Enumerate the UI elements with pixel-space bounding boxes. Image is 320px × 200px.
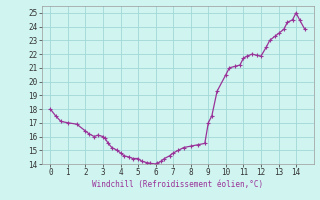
X-axis label: Windchill (Refroidissement éolien,°C): Windchill (Refroidissement éolien,°C) [92, 180, 263, 189]
